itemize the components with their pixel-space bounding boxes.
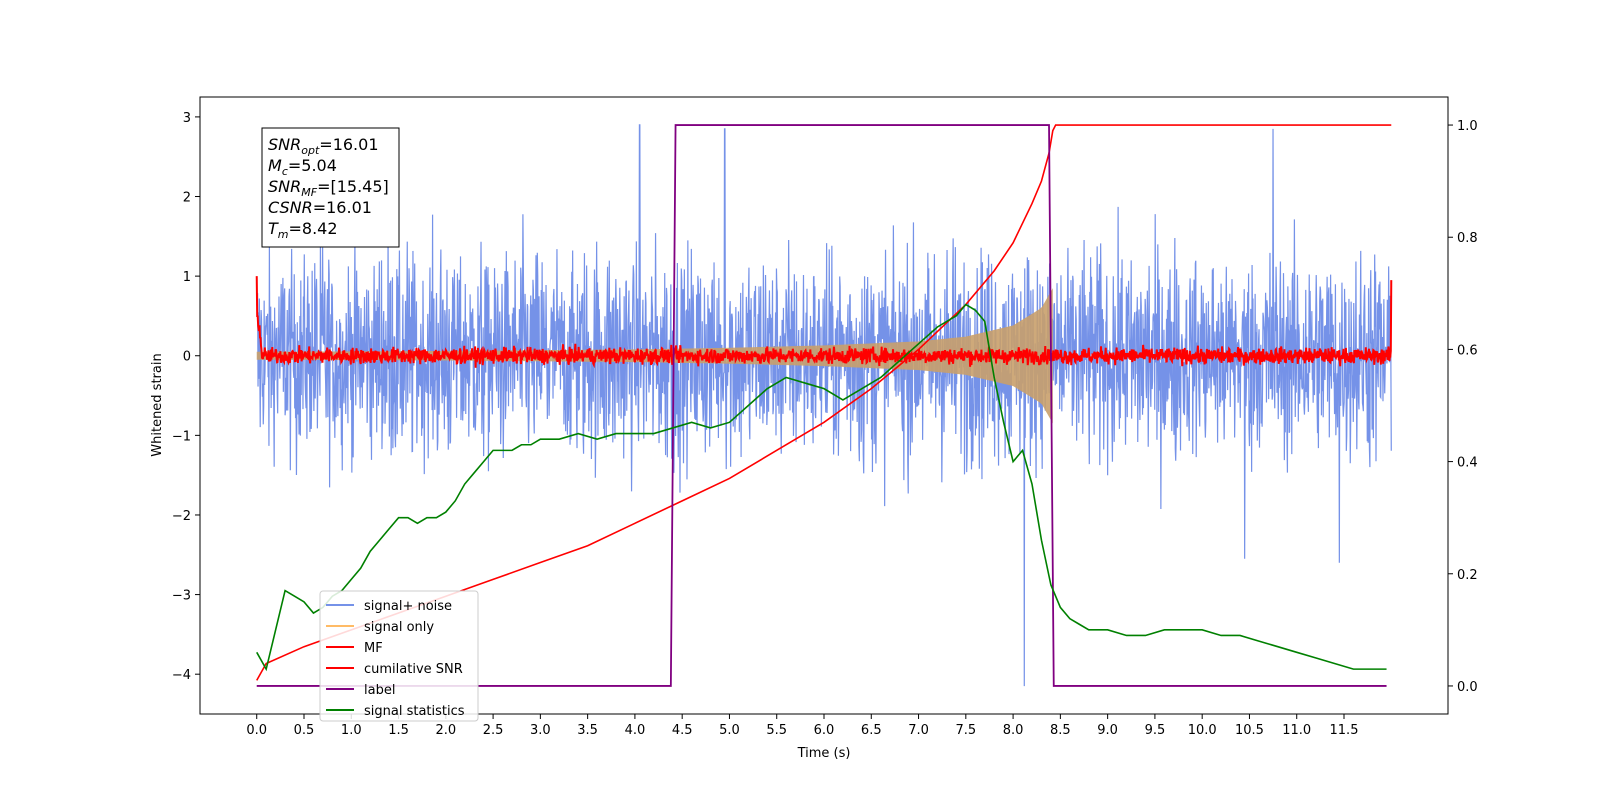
y-tick-label: 3 bbox=[183, 111, 191, 126]
x-tick-label: 2.5 bbox=[483, 723, 504, 738]
x-tick-label: 6.5 bbox=[861, 723, 882, 738]
x-tick-label: 5.0 bbox=[719, 723, 740, 738]
x-tick-label: 7.5 bbox=[955, 723, 976, 738]
legend-entry: signal statistics bbox=[364, 704, 465, 719]
x-tick-label: 4.5 bbox=[672, 723, 693, 738]
x-tick-label: 1.5 bbox=[388, 723, 409, 738]
x-tick-label: 8.0 bbox=[1003, 723, 1024, 738]
x-axis-label: Time (s) bbox=[797, 746, 851, 761]
legend-entry: signal only bbox=[364, 620, 434, 635]
y2-tick-label: 0.0 bbox=[1457, 680, 1478, 695]
x-tick-label: 3.0 bbox=[530, 723, 551, 738]
info-line: CSNR=16.01 bbox=[268, 198, 372, 217]
y2-tick-label: 0.2 bbox=[1457, 568, 1478, 583]
y2-tick-label: 0.8 bbox=[1457, 231, 1478, 246]
info-line: SNRMF=[15.45] bbox=[268, 177, 389, 199]
x-tick-label: 9.0 bbox=[1097, 723, 1118, 738]
y-tick-label: −3 bbox=[172, 589, 191, 604]
y-tick-label: −4 bbox=[172, 668, 191, 683]
y2-tick-label: 0.4 bbox=[1457, 456, 1478, 471]
legend-entry: label bbox=[364, 683, 395, 698]
y-axis-label: Whitened strain bbox=[150, 353, 165, 456]
signal-statistics-line bbox=[256, 303, 1387, 672]
x-axis: 0.0 0.5 1.0 1.5 2.0 2.5 3.0 3.5 4.0 4.5 5.0 5.5 6.0 6… bbox=[246, 714, 1358, 738]
y-axis-left: 3 2 1 0 −1 −2 −3 −4 bbox=[172, 111, 200, 683]
x-tick-label: 1.0 bbox=[341, 723, 362, 738]
legend-entry: MF bbox=[364, 641, 383, 656]
x-tick-label: 3.5 bbox=[577, 723, 598, 738]
x-tick-label: 2.0 bbox=[435, 723, 456, 738]
x-tick-label: 0.0 bbox=[246, 723, 267, 738]
y2-tick-label: 1.0 bbox=[1457, 119, 1478, 134]
x-tick-label: 11.0 bbox=[1282, 723, 1311, 738]
info-line: Tm=8.42 bbox=[268, 219, 338, 241]
legend-entry: signal+ noise bbox=[364, 599, 452, 614]
x-tick-label: 8.5 bbox=[1050, 723, 1071, 738]
info-box-frame bbox=[261, 127, 400, 248]
y-tick-label: −1 bbox=[172, 429, 191, 444]
x-tick-label: 0.5 bbox=[294, 723, 315, 738]
legend: signal+ noise signal only MF cumilative SNR… bbox=[319, 590, 479, 722]
legend-frame bbox=[319, 590, 479, 722]
x-tick-label: 11.5 bbox=[1330, 723, 1359, 738]
info-line: SNRopt=16.01 bbox=[268, 135, 379, 157]
y-axis-right: 1.0 0.8 0.6 0.4 0.2 0.0 bbox=[1448, 119, 1478, 695]
y-tick-label: 1 bbox=[183, 270, 191, 285]
info-box: SNRopt=16.01Mc=5.04SNRMF=[15.45]CSNR=16.… bbox=[261, 127, 400, 248]
mf-line bbox=[255, 276, 1393, 369]
label-line bbox=[256, 124, 1387, 687]
legend-entry: cumilative SNR bbox=[364, 662, 463, 677]
x-tick-label: 10.0 bbox=[1188, 723, 1217, 738]
x-tick-label: 10.5 bbox=[1235, 723, 1264, 738]
info-line: Mc=5.04 bbox=[268, 156, 337, 178]
y-tick-label: −2 bbox=[172, 509, 191, 524]
x-tick-label: 9.5 bbox=[1145, 723, 1166, 738]
x-tick-label: 4.0 bbox=[625, 723, 646, 738]
y-tick-label: 2 bbox=[183, 191, 191, 206]
x-tick-label: 6.0 bbox=[814, 723, 835, 738]
x-tick-label: 7.0 bbox=[908, 723, 929, 738]
y2-tick-label: 0.6 bbox=[1457, 343, 1478, 358]
x-tick-label: 5.5 bbox=[766, 723, 787, 738]
y-tick-label: 0 bbox=[183, 350, 191, 365]
